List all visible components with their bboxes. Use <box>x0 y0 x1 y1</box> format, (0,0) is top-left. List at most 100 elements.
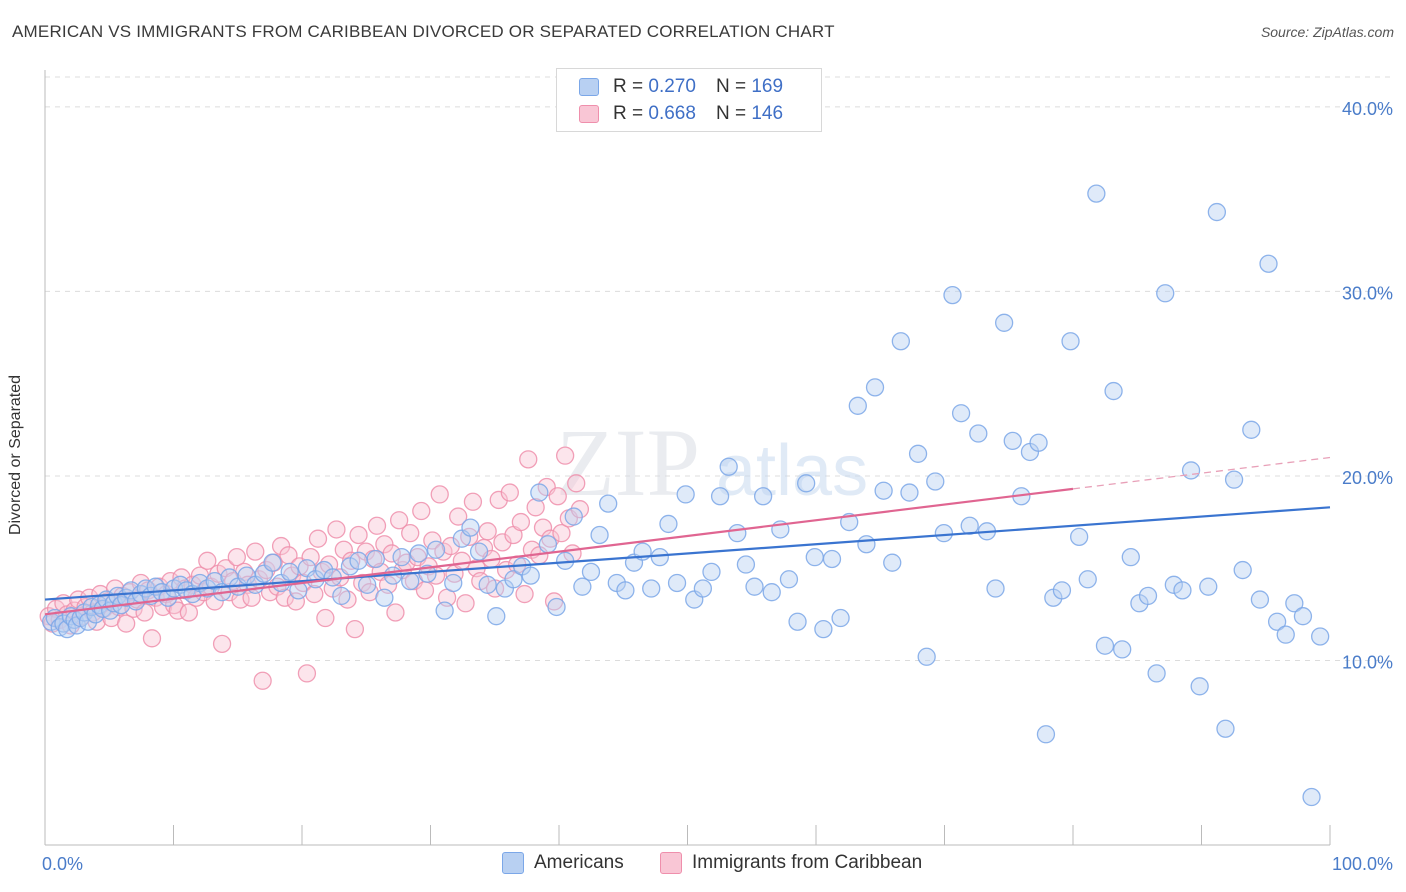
point-americans <box>943 285 962 305</box>
legend-n-label: N = <box>715 103 747 124</box>
point-caribbean <box>212 634 232 654</box>
point-americans <box>478 575 497 594</box>
point-caribbean <box>327 520 346 539</box>
y-tick-label: 10.0% <box>1342 652 1393 672</box>
point-americans <box>762 583 781 602</box>
point-caribbean <box>460 527 479 546</box>
point-americans <box>358 575 377 594</box>
point-americans <box>986 579 1005 598</box>
point-americans <box>994 313 1014 332</box>
point-americans <box>504 570 523 589</box>
trend-lines <box>44 456 1331 616</box>
point-americans <box>469 542 489 561</box>
point-caribbean <box>515 584 534 604</box>
trend-line-caribbean-extension <box>1072 456 1331 490</box>
point-caribbean <box>449 507 468 526</box>
legend-box: R = 0.270 N = 169 R = 0.668 N = 146 <box>556 68 822 132</box>
point-caribbean <box>415 581 435 600</box>
point-americans <box>1147 664 1166 683</box>
point-caribbean <box>375 535 394 554</box>
point-americans <box>263 553 282 572</box>
point-americans <box>332 586 351 606</box>
point-caribbean <box>198 551 217 570</box>
point-caribbean <box>401 524 420 543</box>
point-americans <box>1242 420 1261 439</box>
point-americans <box>969 424 988 443</box>
legend-row-americans: R = 0.270 N = 169 <box>579 75 783 99</box>
point-americans <box>409 544 428 563</box>
point-caribbean <box>349 525 368 545</box>
point-americans <box>848 396 867 415</box>
point-americans <box>573 577 592 596</box>
point-americans <box>934 524 954 543</box>
y-tick-label: 30.0% <box>1342 283 1393 303</box>
point-americans <box>676 485 695 504</box>
point-caribbean <box>308 529 328 548</box>
point-americans <box>693 579 713 598</box>
point-americans <box>599 494 618 513</box>
point-americans <box>745 577 764 596</box>
point-caribbean <box>382 544 401 563</box>
point-americans <box>1190 677 1209 696</box>
point-caribbean <box>533 518 553 537</box>
point-americans <box>891 332 910 351</box>
point-americans <box>1173 581 1192 600</box>
point-caribbean <box>441 536 460 556</box>
point-americans <box>926 472 945 491</box>
point-americans <box>1276 625 1295 644</box>
legend-r-value-caribbean: 0.668 <box>648 103 696 124</box>
point-caribbean <box>555 446 575 465</box>
trend-line-americans <box>44 506 1331 601</box>
point-americans <box>814 619 833 639</box>
trend-line-caribbean <box>44 487 1074 616</box>
point-americans <box>736 555 756 574</box>
point-americans <box>349 551 368 570</box>
point-americans <box>1267 612 1287 631</box>
legend-r-label: R = <box>613 103 644 124</box>
y-tick-label: 40.0% <box>1342 99 1393 119</box>
point-americans <box>487 607 506 626</box>
point-americans <box>1207 202 1227 222</box>
point-caribbean <box>117 614 136 633</box>
point-americans <box>1121 547 1140 567</box>
point-caribbean <box>478 522 497 541</box>
legend-r-value-americans: 0.270 <box>648 76 696 97</box>
point-caribbean <box>367 516 387 535</box>
point-americans <box>728 524 747 543</box>
point-caribbean <box>253 671 272 690</box>
point-americans <box>840 512 859 532</box>
point-americans <box>280 562 299 582</box>
point-caribbean <box>386 603 405 622</box>
bottom-legend-swatch-caribbean <box>660 852 682 874</box>
point-americans <box>1233 560 1252 580</box>
axes <box>44 70 1331 846</box>
data-points <box>39 184 1330 807</box>
watermark-atlas: atlas <box>716 431 868 511</box>
x-tick-label: 100.0% <box>1332 854 1393 874</box>
x-tick-label: 0.0% <box>42 854 83 874</box>
point-americans <box>951 404 971 423</box>
point-caribbean <box>567 474 586 493</box>
point-americans <box>702 562 721 582</box>
point-americans <box>1250 590 1270 609</box>
point-americans <box>667 573 687 593</box>
bottom-legend-label-americans: Americans <box>534 852 624 873</box>
point-americans <box>659 514 678 534</box>
point-americans <box>753 487 773 506</box>
point-caribbean <box>570 500 590 519</box>
point-americans <box>1156 284 1175 303</box>
point-americans <box>1224 470 1244 489</box>
point-americans <box>590 525 609 545</box>
point-americans <box>1311 627 1330 646</box>
point-caribbean <box>301 547 320 567</box>
point-caribbean <box>246 542 265 561</box>
point-americans <box>1113 640 1132 659</box>
point-americans <box>805 547 824 567</box>
point-americans <box>392 547 411 567</box>
point-americans <box>822 549 842 569</box>
point-caribbean <box>456 594 475 613</box>
point-americans <box>78 612 98 631</box>
point-caribbean <box>286 592 306 611</box>
point-americans <box>205 571 224 591</box>
